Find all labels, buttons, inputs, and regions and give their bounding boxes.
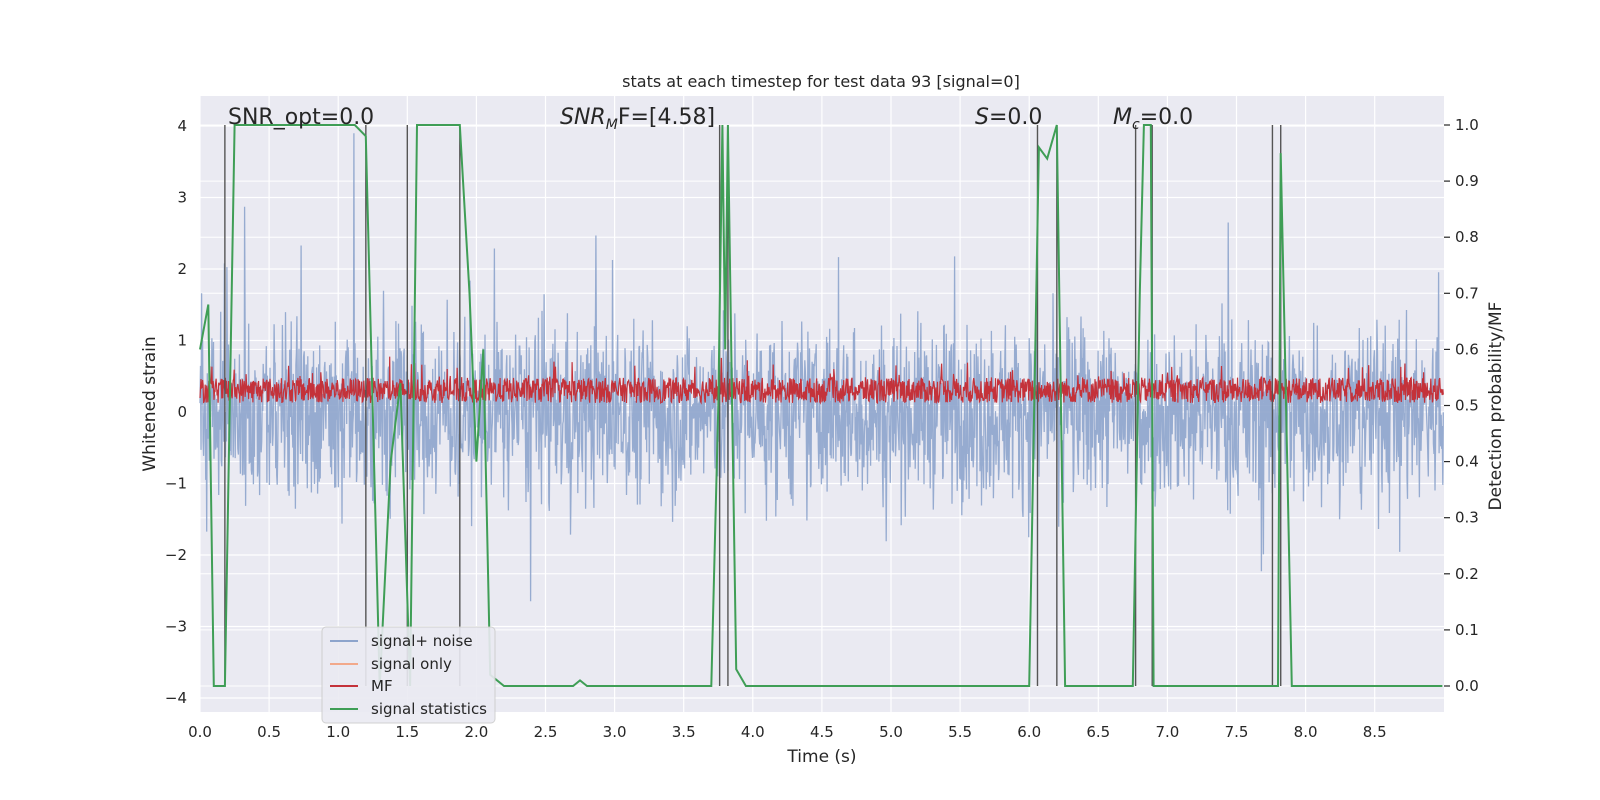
y-axis-label: Whitened strain xyxy=(140,336,160,471)
y-tick-label-right: 0.2 xyxy=(1455,565,1479,583)
legend-label-signal-only: signal only xyxy=(371,655,452,673)
x-ticks: 0.0 0.5 1.0 1.5 2.0 2.5 3.0 3.5 4.0 4.5 5.0 5.5 6.0 6… xyxy=(188,723,1387,741)
legend-box xyxy=(321,626,496,724)
x-tick-label: 6.5 xyxy=(1086,723,1110,741)
y-tick-label: −1 xyxy=(165,475,187,493)
y-axis-label-right: Detection probability/MF xyxy=(1486,302,1506,511)
x-axis-label: Time (s) xyxy=(786,747,856,767)
y-tick-label: 4 xyxy=(177,117,187,135)
x-tick-label: 1.0 xyxy=(326,723,350,741)
y-tick-label-right: 0.6 xyxy=(1455,340,1479,358)
x-tick-label: 8.5 xyxy=(1363,723,1387,741)
x-tick-label: 2.0 xyxy=(464,723,488,741)
chart-title: stats at each timestep for test data 93 … xyxy=(622,72,1020,91)
x-tick-label: 6.0 xyxy=(1017,723,1041,741)
x-tick-label: 7.0 xyxy=(1155,723,1179,741)
legend-label-signal-noise: signal+ noise xyxy=(371,632,473,650)
annotation-snr-opt: SNR_opt=0.0 xyxy=(228,105,374,130)
y-ticks-right: 1.0 0.9 0.8 0.7 0.6 0.5 0.4 0.3 0.2 0.1 0.0 xyxy=(1444,116,1479,695)
x-tick-label: 7.5 xyxy=(1225,723,1249,741)
x-tick-label: 0.5 xyxy=(257,723,281,741)
x-tick-label: 3.5 xyxy=(672,723,696,741)
legend-label-signal-statistics: signal statistics xyxy=(371,700,487,718)
x-tick-label: 1.5 xyxy=(395,723,419,741)
y-tick-label-right: 1.0 xyxy=(1455,116,1479,134)
annotation-s: S=0.0 xyxy=(975,105,1042,130)
legend: signal+ noise signal only MF signal stat… xyxy=(321,626,496,724)
y-tick-label: 2 xyxy=(177,260,187,278)
x-tick-label: 4.0 xyxy=(741,723,765,741)
annotation-mc: Mc=0.0 xyxy=(1113,105,1193,133)
x-tick-label: 4.5 xyxy=(810,723,834,741)
y-tick-label: 3 xyxy=(177,189,187,207)
y-tick-label-right: 0.3 xyxy=(1455,509,1479,527)
x-tick-label: 5.5 xyxy=(948,723,972,741)
y-tick-label-right: 0.1 xyxy=(1455,621,1479,639)
x-tick-label: 8.0 xyxy=(1294,723,1318,741)
y-tick-label-right: 0.9 xyxy=(1455,172,1479,190)
y-ticks-left: 4 3 2 1 0 −1 −2 −3 −4 xyxy=(165,117,187,707)
x-tick-label: 2.5 xyxy=(534,723,558,741)
y-tick-label: −4 xyxy=(165,689,187,707)
y-tick-label-right: 0.0 xyxy=(1455,677,1479,695)
y-tick-label: −3 xyxy=(165,618,187,636)
annotation-snr-mf: SNRMF=[4.58] xyxy=(560,105,715,133)
y-tick-label-right: 0.5 xyxy=(1455,397,1479,415)
y-tick-label-right: 0.4 xyxy=(1455,453,1479,471)
x-tick-label: 0.0 xyxy=(188,723,212,741)
y-tick-label: −2 xyxy=(165,546,187,564)
legend-label-mf: MF xyxy=(371,677,393,695)
y-tick-label-right: 0.7 xyxy=(1455,284,1479,302)
x-tick-label: 3.0 xyxy=(603,723,627,741)
y-tick-label: 1 xyxy=(177,332,187,350)
y-tick-label-right: 0.8 xyxy=(1455,228,1479,246)
x-tick-label: 5.0 xyxy=(879,723,903,741)
y-tick-label: 0 xyxy=(177,403,187,421)
